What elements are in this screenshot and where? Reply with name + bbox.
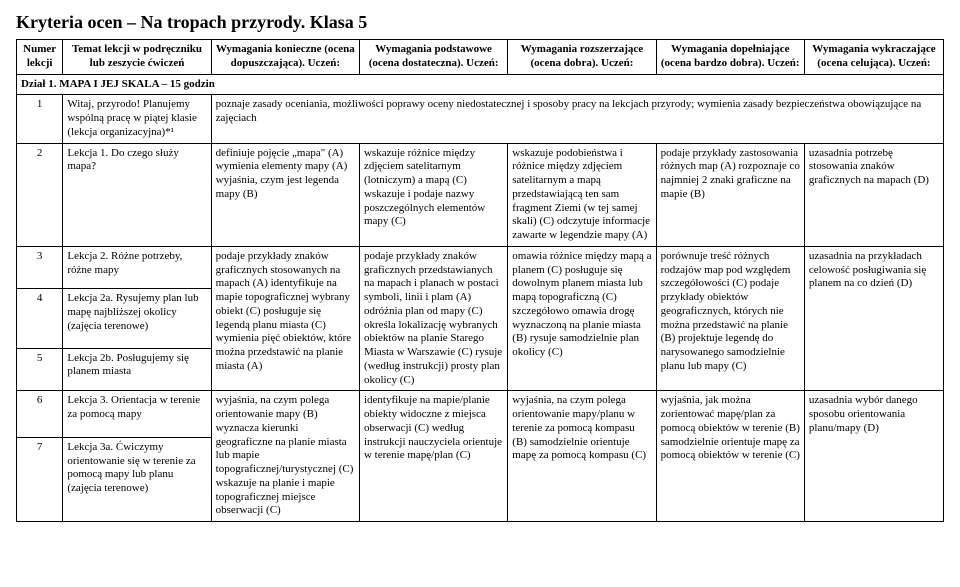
- req-podstawowe: identyfikuje na mapie/planie obiekty wid…: [359, 391, 507, 522]
- col-header-podstawowe: Wymagania podstawowe (ocena dostateczna)…: [359, 40, 507, 75]
- req-dopelniajace: wyjaśnia, jak można zorientować mapę/pla…: [656, 391, 804, 522]
- req-konieczne: podaje przykłady znaków graficznych stos…: [211, 246, 359, 391]
- lesson-num: 3: [17, 246, 63, 289]
- col-header-topic: Temat lekcji w podręczniku lub zeszycie …: [63, 40, 211, 75]
- lesson-topic: Witaj, przyrodo! Planujemy wspólną pracę…: [63, 95, 211, 143]
- lesson-merged-req: poznaje zasady oceniania, możliwości pop…: [211, 95, 943, 143]
- col-header-rozszerzajace: Wymagania rozszerzające (ocena dobra). U…: [508, 40, 656, 75]
- lesson-num: 1: [17, 95, 63, 143]
- lesson-num: 7: [17, 437, 63, 521]
- lesson-num: 4: [17, 289, 63, 348]
- req-rozszerzajace: wyjaśnia, na czym polega orientowanie ma…: [508, 391, 656, 522]
- req-rozszerzajace: omawia różnice między mapą a planem (C) …: [508, 246, 656, 391]
- lesson-num: 6: [17, 391, 63, 438]
- table-row: 2 Lekcja 1. Do czego służy mapa? definiu…: [17, 143, 944, 246]
- req-wykraczajace: uzasadnia potrzebę stosowania znaków gra…: [804, 143, 943, 246]
- section-row: Dział 1. MAPA I JEJ SKALA – 15 godzin: [17, 74, 944, 95]
- req-konieczne: wyjaśnia, na czym polega orientowanie ma…: [211, 391, 359, 522]
- lesson-num: 2: [17, 143, 63, 246]
- col-header-konieczne: Wymagania konieczne (ocena dopuszczająca…: [211, 40, 359, 75]
- req-dopelniajace: podaje przykłady zastosowania różnych ma…: [656, 143, 804, 246]
- section-label: Dział 1. MAPA I JEJ SKALA – 15 godzin: [17, 74, 944, 95]
- col-header-dopelniajace: Wymagania dopełniające (ocena bardzo dob…: [656, 40, 804, 75]
- lesson-num: 5: [17, 348, 63, 391]
- table-row: 6 Lekcja 3. Orientacja w terenie za pomo…: [17, 391, 944, 438]
- col-header-wykraczajace: Wymagania wykraczające (ocena celująca).…: [804, 40, 943, 75]
- col-header-num: Numer lekcji: [17, 40, 63, 75]
- req-konieczne: definiuje pojęcie „mapa" (A) wymienia el…: [211, 143, 359, 246]
- lesson-topic: Lekcja 3. Orientacja w terenie za pomocą…: [63, 391, 211, 438]
- table-header-row: Numer lekcji Temat lekcji w podręczniku …: [17, 40, 944, 75]
- lesson-topic: Lekcja 1. Do czego służy mapa?: [63, 143, 211, 246]
- table-row: 3 Lekcja 2. Różne potrzeby, różne mapy p…: [17, 246, 944, 289]
- req-wykraczajace: uzasadnia na przykładach celowość posług…: [804, 246, 943, 391]
- lesson-topic: Lekcja 2a. Rysujemy plan lub mapę najbli…: [63, 289, 211, 348]
- req-rozszerzajace: wskazuje podobieństwa i różnice między z…: [508, 143, 656, 246]
- criteria-table: Numer lekcji Temat lekcji w podręczniku …: [16, 39, 944, 522]
- req-podstawowe: podaje przykłady znaków graficznych prze…: [359, 246, 507, 391]
- lesson-topic: Lekcja 3a. Ćwiczymy orientowanie się w t…: [63, 437, 211, 521]
- req-dopelniajace: porównuje treść różnych rodzajów map pod…: [656, 246, 804, 391]
- lesson-topic: Lekcja 2. Różne potrzeby, różne mapy: [63, 246, 211, 289]
- req-podstawowe: wskazuje różnice między zdjęciem satelit…: [359, 143, 507, 246]
- req-wykraczajace: uzasadnia wybór danego sposobu orientowa…: [804, 391, 943, 522]
- lesson-topic: Lekcja 2b. Posługujemy się planem miasta: [63, 348, 211, 391]
- page-title: Kryteria ocen – Na tropach przyrody. Kla…: [16, 12, 944, 33]
- table-row: 1 Witaj, przyrodo! Planujemy wspólną pra…: [17, 95, 944, 143]
